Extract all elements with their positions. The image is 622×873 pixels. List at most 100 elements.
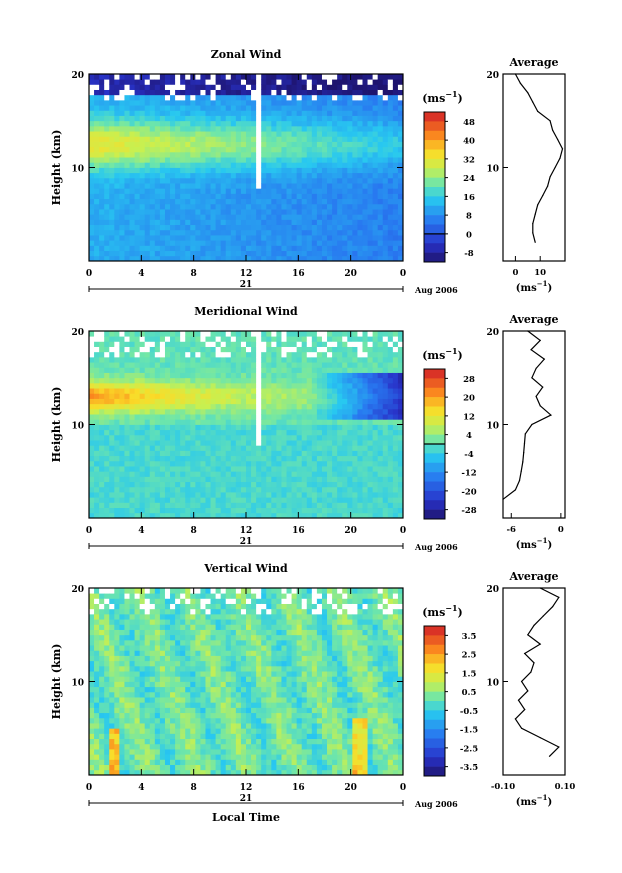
heatmap-cell	[281, 486, 287, 493]
heatmap-cell	[124, 351, 130, 358]
heatmap-cell	[119, 660, 125, 667]
heatmap-cell	[225, 136, 232, 142]
heatmap-cell	[215, 492, 222, 498]
heatmap-cell	[149, 224, 156, 231]
heatmap-cell	[337, 250, 343, 257]
heatmap-cell	[144, 455, 151, 462]
heatmap-cell	[180, 125, 186, 132]
heatmap-cell	[119, 167, 125, 174]
heatmap-cell	[291, 398, 298, 405]
heatmap-cell	[276, 367, 282, 373]
heatmap-cell	[246, 167, 252, 174]
heatmap-cell	[352, 250, 358, 257]
heatmap-cell	[311, 341, 318, 347]
heatmap-cell	[99, 603, 105, 610]
heatmap-cell	[387, 105, 394, 111]
heatmap-cell	[332, 331, 338, 337]
heatmap-cell	[144, 362, 151, 368]
heatmap-cell	[175, 486, 181, 493]
heatmap-cell	[144, 177, 151, 184]
heatmap-cell	[124, 728, 130, 734]
heatmap-cell	[271, 250, 277, 257]
heatmap-cell	[180, 110, 186, 116]
heatmap-cell	[382, 172, 389, 179]
colorbar-segment	[424, 112, 445, 122]
heatmap-cell	[190, 341, 196, 347]
heatmap-cell	[190, 183, 196, 189]
heatmap-cell	[291, 203, 298, 210]
heatmap-cell	[352, 434, 358, 441]
heatmap-cell	[230, 388, 237, 394]
unit-label-close: )	[458, 92, 463, 105]
heatmap-cell	[114, 660, 120, 667]
heatmap-cell	[185, 497, 191, 503]
heatmap-cell	[291, 507, 298, 514]
heatmap-cell	[387, 382, 394, 389]
heatmap-cell	[337, 136, 343, 142]
heatmap-cell	[251, 235, 257, 241]
heatmap-cell	[225, 351, 232, 358]
heatmap-cell	[170, 250, 176, 257]
heatmap-cell	[246, 382, 252, 389]
heatmap-cell	[99, 743, 105, 750]
heatmap-cell	[321, 120, 328, 127]
heatmap-cell	[134, 235, 141, 241]
heatmap-cell	[387, 424, 394, 431]
heatmap-cell	[271, 403, 277, 410]
heatmap-cell	[109, 162, 115, 168]
heatmap-cell	[316, 115, 323, 122]
heatmap-cell	[347, 440, 353, 446]
heatmap-cell	[347, 240, 353, 246]
heatmap-cell	[225, 356, 232, 363]
heatmap-cell	[99, 99, 105, 106]
heatmap-cell	[119, 712, 125, 719]
heatmap-cell	[124, 255, 130, 262]
heatmap-cell	[195, 481, 201, 488]
heatmap-cell	[94, 224, 100, 231]
heatmap-cell	[261, 157, 267, 163]
heatmap-cell	[134, 245, 141, 252]
heatmap-cell	[337, 403, 343, 410]
heatmap-cell	[281, 99, 287, 106]
heatmap-cell	[286, 151, 292, 158]
heatmap-cell	[240, 193, 247, 200]
heatmap-cell	[276, 151, 282, 158]
heatmap-cell	[357, 471, 363, 477]
heatmap-cell	[246, 486, 252, 493]
heatmap-cell	[109, 593, 115, 599]
heatmap-cell	[332, 79, 338, 85]
heatmap-cell	[362, 224, 368, 231]
heatmap-cell	[124, 209, 130, 215]
heatmap-cell	[134, 151, 141, 158]
heatmap-cell	[190, 351, 196, 358]
profile-point	[519, 82, 522, 84]
heatmap-cell	[316, 512, 323, 519]
heatmap-cell	[256, 424, 262, 431]
x-tick-label: 0	[400, 526, 406, 536]
heatmap-cell	[114, 588, 120, 594]
heatmap-cell	[89, 769, 95, 776]
heatmap-cell	[215, 183, 222, 189]
heatmap-cell	[149, 151, 156, 158]
heatmap-cell	[104, 341, 110, 347]
heatmap-cell	[377, 250, 384, 257]
heatmap-cell	[357, 131, 363, 137]
heatmap-cell	[114, 94, 120, 101]
heatmap-cell	[104, 424, 110, 431]
heatmap-cell	[159, 429, 166, 436]
heatmap-cell	[149, 89, 156, 96]
heatmap-cell	[327, 151, 333, 158]
heatmap-cell	[311, 188, 318, 194]
heatmap-cell	[301, 99, 308, 106]
heatmap-cell	[109, 177, 115, 184]
heatmap-cell	[347, 512, 353, 519]
heatmap-cell	[337, 240, 343, 246]
heatmap-cell	[276, 250, 282, 257]
heatmap-cell	[109, 486, 115, 493]
heatmap-cell	[170, 120, 176, 127]
heatmap-cell	[251, 255, 257, 262]
heatmap-cell	[175, 110, 181, 116]
heatmap-cell	[89, 393, 95, 399]
heatmap-cell	[220, 507, 227, 514]
heatmap-cell	[387, 362, 394, 368]
